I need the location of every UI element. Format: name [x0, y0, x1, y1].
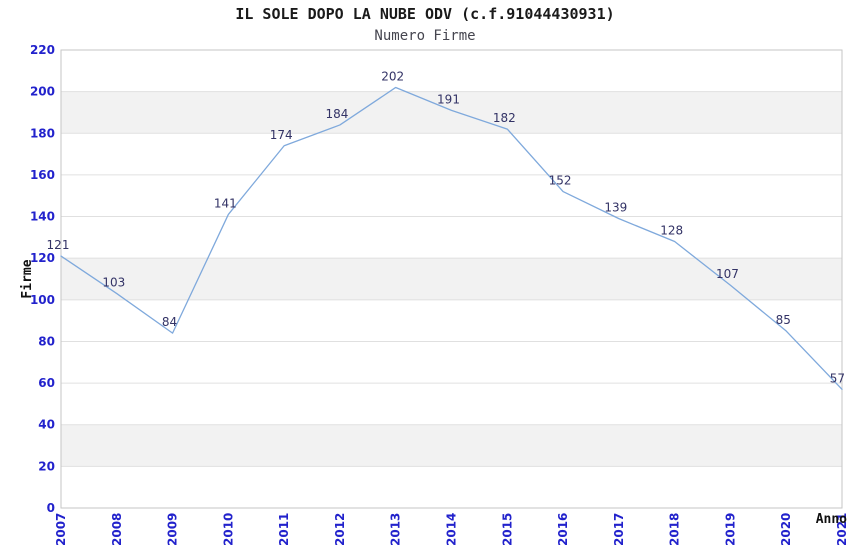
y-tick-label: 20: [38, 459, 55, 473]
y-tick-label: 40: [38, 418, 55, 432]
data-label: 191: [437, 92, 460, 106]
x-tick-label: 2013: [389, 513, 403, 546]
data-label: 202: [381, 69, 404, 83]
x-tick-label: 2020: [779, 513, 793, 546]
y-tick-label: 140: [30, 210, 55, 224]
y-tick-label: 60: [38, 376, 55, 390]
data-label: 85: [776, 313, 791, 327]
y-grid-band: [61, 91, 842, 134]
x-tick-label: 2017: [612, 513, 626, 546]
data-label: 141: [214, 196, 237, 210]
x-axis-title: Anno: [816, 512, 847, 527]
x-tick-label: 2008: [110, 513, 124, 546]
x-tick-label: 2014: [445, 513, 459, 546]
x-tick-label: 2011: [277, 513, 291, 546]
y-tick-label: 220: [30, 43, 55, 57]
x-tick-label: 2016: [556, 513, 570, 546]
x-tick-label: 2012: [333, 513, 347, 546]
x-tick-label: 2015: [500, 513, 514, 546]
data-label: 184: [325, 107, 348, 121]
data-label: 84: [162, 315, 177, 329]
data-label: 103: [102, 276, 125, 290]
y-tick-label: 160: [30, 168, 55, 182]
x-tick-label: 2009: [166, 513, 180, 546]
y-grid-band: [61, 424, 842, 467]
plot-border: [60, 49, 843, 509]
data-label: 121: [47, 238, 70, 252]
data-label: 182: [493, 111, 516, 125]
plot-area: 0 20 40 60 80 100 120 140 160 180 200 220 2007 2008 20…: [30, 43, 849, 546]
x-tick-label: 2019: [723, 513, 737, 546]
x-tick-label: 2018: [668, 513, 682, 546]
y-tick-label: 200: [30, 85, 55, 99]
y-tick-label: 180: [30, 126, 55, 140]
y-axis-title: Firme: [20, 259, 35, 298]
x-tick-label: 2021: [835, 513, 849, 546]
y-tick-label: 0: [47, 501, 55, 515]
y-tick-label: 80: [38, 334, 55, 348]
data-label: 174: [270, 128, 293, 142]
x-tick-label: 2010: [221, 513, 235, 546]
chart-subtitle: Numero Firme: [374, 28, 475, 44]
data-label: 139: [604, 201, 627, 215]
data-label: 128: [660, 224, 683, 238]
y-tick-label: 100: [30, 293, 55, 307]
series-line: [60, 86, 843, 390]
data-label: 107: [716, 267, 739, 281]
x-tick-label: 2007: [54, 513, 68, 546]
chart-title: IL SOLE DOPO LA NUBE ODV (c.f.9104443093…: [235, 5, 614, 23]
y-tick-label: 120: [30, 251, 55, 265]
data-label: 152: [549, 174, 572, 188]
data-label: 57: [830, 371, 845, 385]
